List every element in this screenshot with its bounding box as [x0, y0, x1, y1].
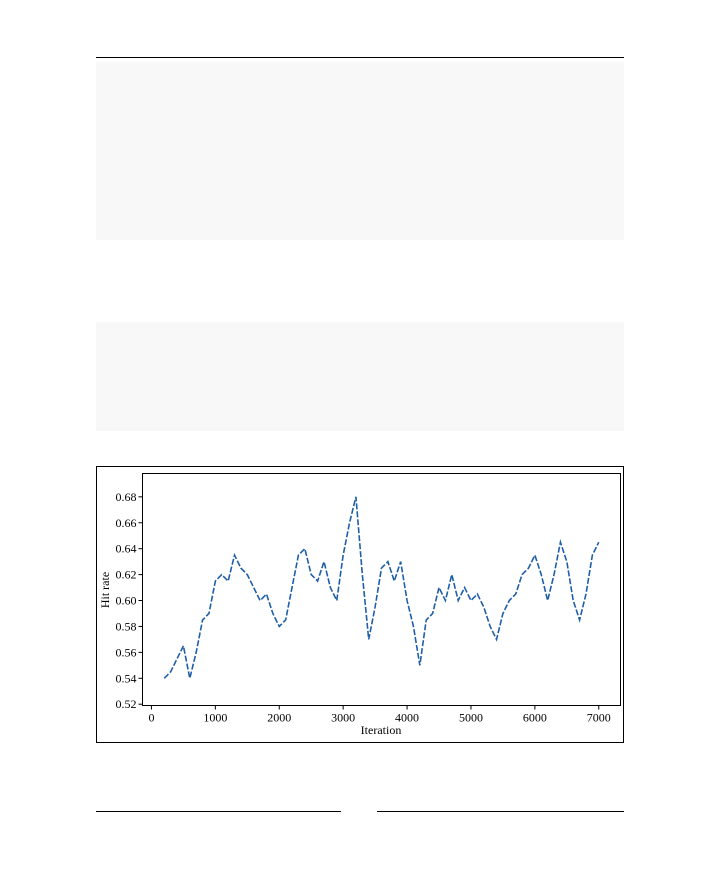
y-tick-label: 0.58 [116, 619, 137, 633]
y-tick-label: 0.64 [116, 542, 137, 556]
y-tick-label: 0.52 [116, 697, 137, 711]
y-tick-label: 0.54 [116, 671, 137, 685]
x-tick-label: 2000 [267, 711, 291, 725]
y-tick-label: 0.56 [116, 645, 137, 659]
x-tick-label: 6000 [523, 711, 547, 725]
footer-rule [377, 811, 624, 812]
y-tick-label: 0.66 [116, 516, 137, 530]
header-rule [96, 57, 624, 58]
footer-rule [96, 811, 341, 812]
x-axis-label: Iteration [361, 723, 402, 737]
y-tick-label: 0.60 [116, 594, 137, 608]
x-tick-label: 0 [148, 711, 154, 725]
y-axis-label: Hit rate [98, 572, 112, 608]
x-tick-label: 3000 [331, 711, 355, 725]
code-block [96, 322, 624, 431]
x-tick-label: 5000 [459, 711, 483, 725]
x-tick-label: 7000 [587, 711, 611, 725]
code-block [96, 62, 624, 240]
x-tick-label: 1000 [203, 711, 227, 725]
data-line [163, 496, 600, 679]
plot-frame [142, 473, 621, 706]
figure-border [96, 466, 624, 743]
x-tick-label: 4000 [395, 711, 419, 725]
y-tick-label: 0.68 [116, 490, 137, 504]
y-tick-label: 0.62 [116, 568, 137, 582]
